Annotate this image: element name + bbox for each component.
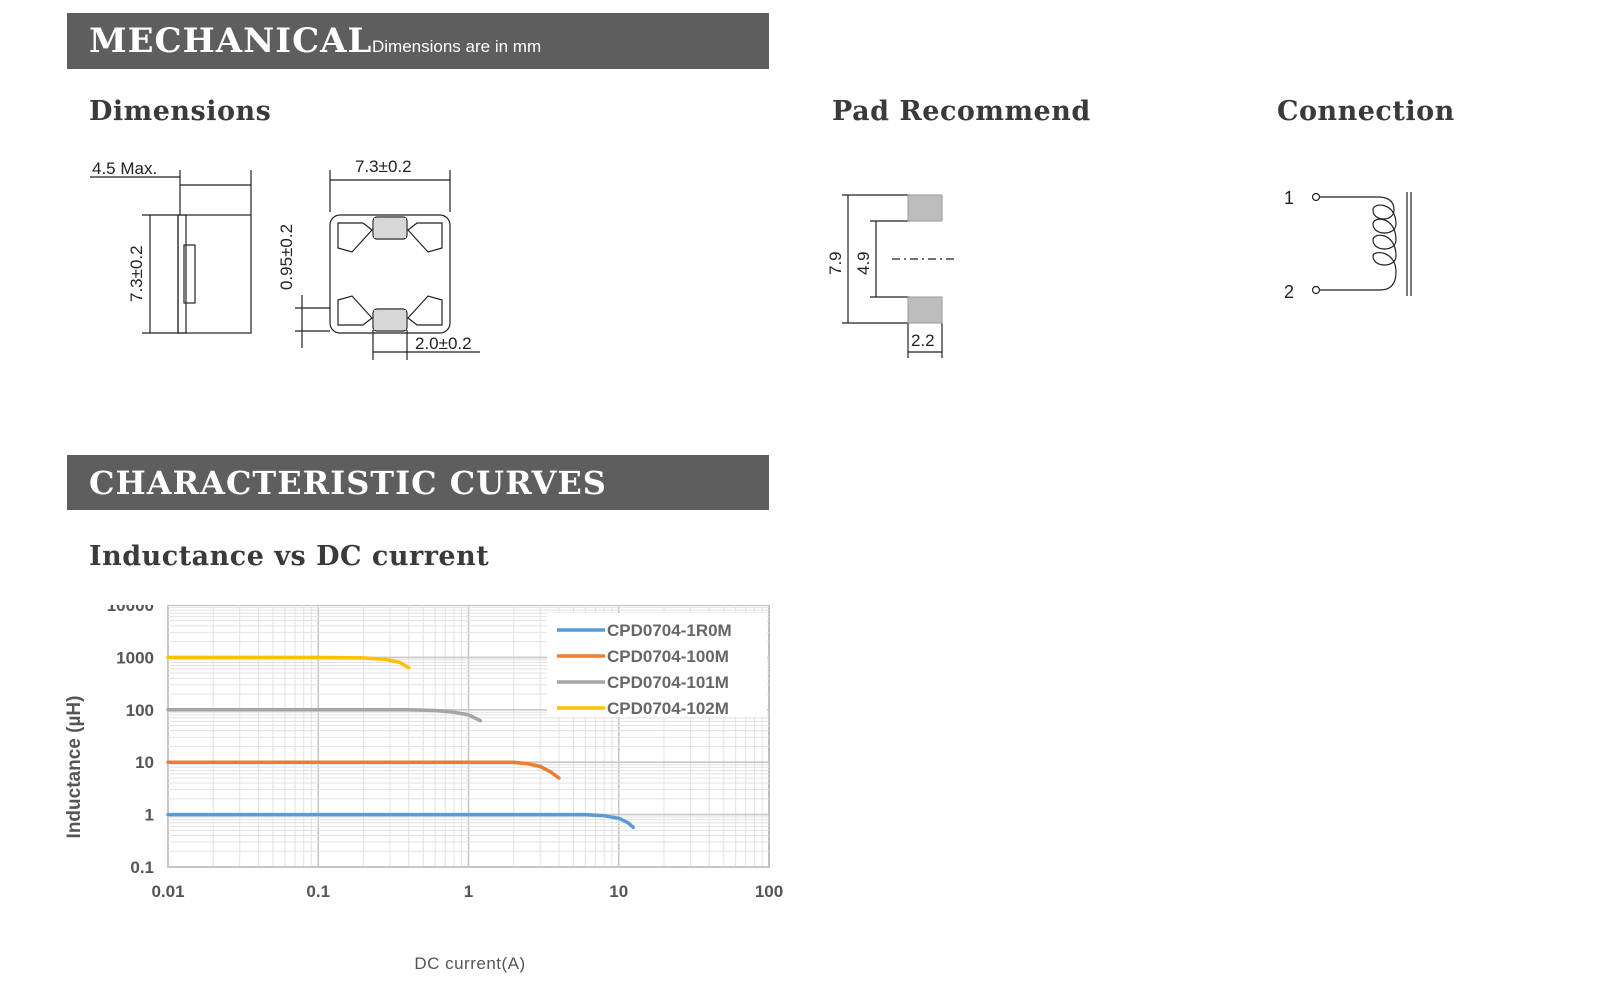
connection-schematic: 1 2 xyxy=(1284,188,1412,302)
y-axis-label: Inductance (µH) xyxy=(64,696,85,839)
connection-heading: Connection xyxy=(1277,96,1455,127)
y-tick-label: 0.1 xyxy=(130,858,154,877)
dimensions-unit-note: Dimensions are in mm xyxy=(372,37,542,56)
series-line-cpd0704-101m xyxy=(166,708,483,723)
dimensions-heading: Dimensions xyxy=(89,96,272,127)
x-tick-label: 100 xyxy=(755,882,783,901)
pad-overall-label: 7.9 xyxy=(826,251,845,275)
dim-height-label: 4.5 Max. xyxy=(92,159,157,178)
y-tick-label: 100 xyxy=(126,701,154,720)
legend-label: CPD0704-1R0M xyxy=(607,621,732,640)
y-tick-label: 1 xyxy=(145,806,154,825)
x-axis-label: DC current(A) xyxy=(414,954,525,973)
characteristic-curves-banner: CHARACTERISTIC CURVES xyxy=(67,455,769,510)
dim-top-width-label: 7.3±0.2 xyxy=(355,157,412,176)
x-tick-label: 0.01 xyxy=(151,882,184,901)
dimensions-drawing: 4.5 Max. 7.3±0.2 7.3±0.2 0.95±0.2 2.0±0.… xyxy=(90,157,480,360)
characteristic-curves-title: CHARACTERISTIC CURVES xyxy=(89,464,607,502)
dim-side-length-label: 7.3±0.2 xyxy=(127,245,146,302)
legend-label: CPD0704-101M xyxy=(607,673,729,692)
inductance-vs-current-chart: 0.01 0.1 1 10 100 0.1 1 10 100 1000 10000 CPD0704-… xyxy=(64,605,783,973)
x-tick-label: 10 xyxy=(609,882,628,901)
x-tick-label: 0.1 xyxy=(306,882,330,901)
y-tick-label: 10 xyxy=(135,753,154,772)
chart-tick-labels: 0.01 0.1 1 10 100 0.1 1 10 100 1000 10000 xyxy=(107,605,783,901)
y-tick-label: 1000 xyxy=(116,648,154,667)
pad-gap-label: 4.9 xyxy=(854,251,873,275)
series-line-cpd0704-1r0m xyxy=(166,812,636,830)
pad-recommend-heading: Pad Recommend xyxy=(832,96,1091,127)
pad-width-label: 2.2 xyxy=(911,331,935,350)
pin-1-label: 1 xyxy=(1284,188,1294,208)
dim-terminal-width-label: 2.0±0.2 xyxy=(415,334,472,353)
pin-2-label: 2 xyxy=(1284,282,1294,302)
dim-terminal-height-label: 0.95±0.2 xyxy=(277,224,296,290)
mechanical-title: MECHANICAL xyxy=(89,21,373,61)
pad-recommend-drawing: 7.9 4.9 2.2 xyxy=(826,194,958,358)
series-line-cpd0704-102m xyxy=(166,655,411,670)
chart-heading: Inductance vs DC current xyxy=(89,541,490,572)
legend-label: CPD0704-100M xyxy=(607,647,729,666)
chart-legend: CPD0704-1R0M CPD0704-100M CPD0704-101M CPD0… xyxy=(547,613,767,718)
legend-label: CPD0704-102M xyxy=(607,699,729,718)
series-line-cpd0704-100m xyxy=(166,760,561,780)
mechanical-banner: MECHANICAL Dimensions are in mm xyxy=(67,13,769,69)
x-tick-label: 1 xyxy=(464,882,473,901)
y-tick-label: 10000 xyxy=(107,605,154,615)
chart-series-lines xyxy=(166,655,636,830)
